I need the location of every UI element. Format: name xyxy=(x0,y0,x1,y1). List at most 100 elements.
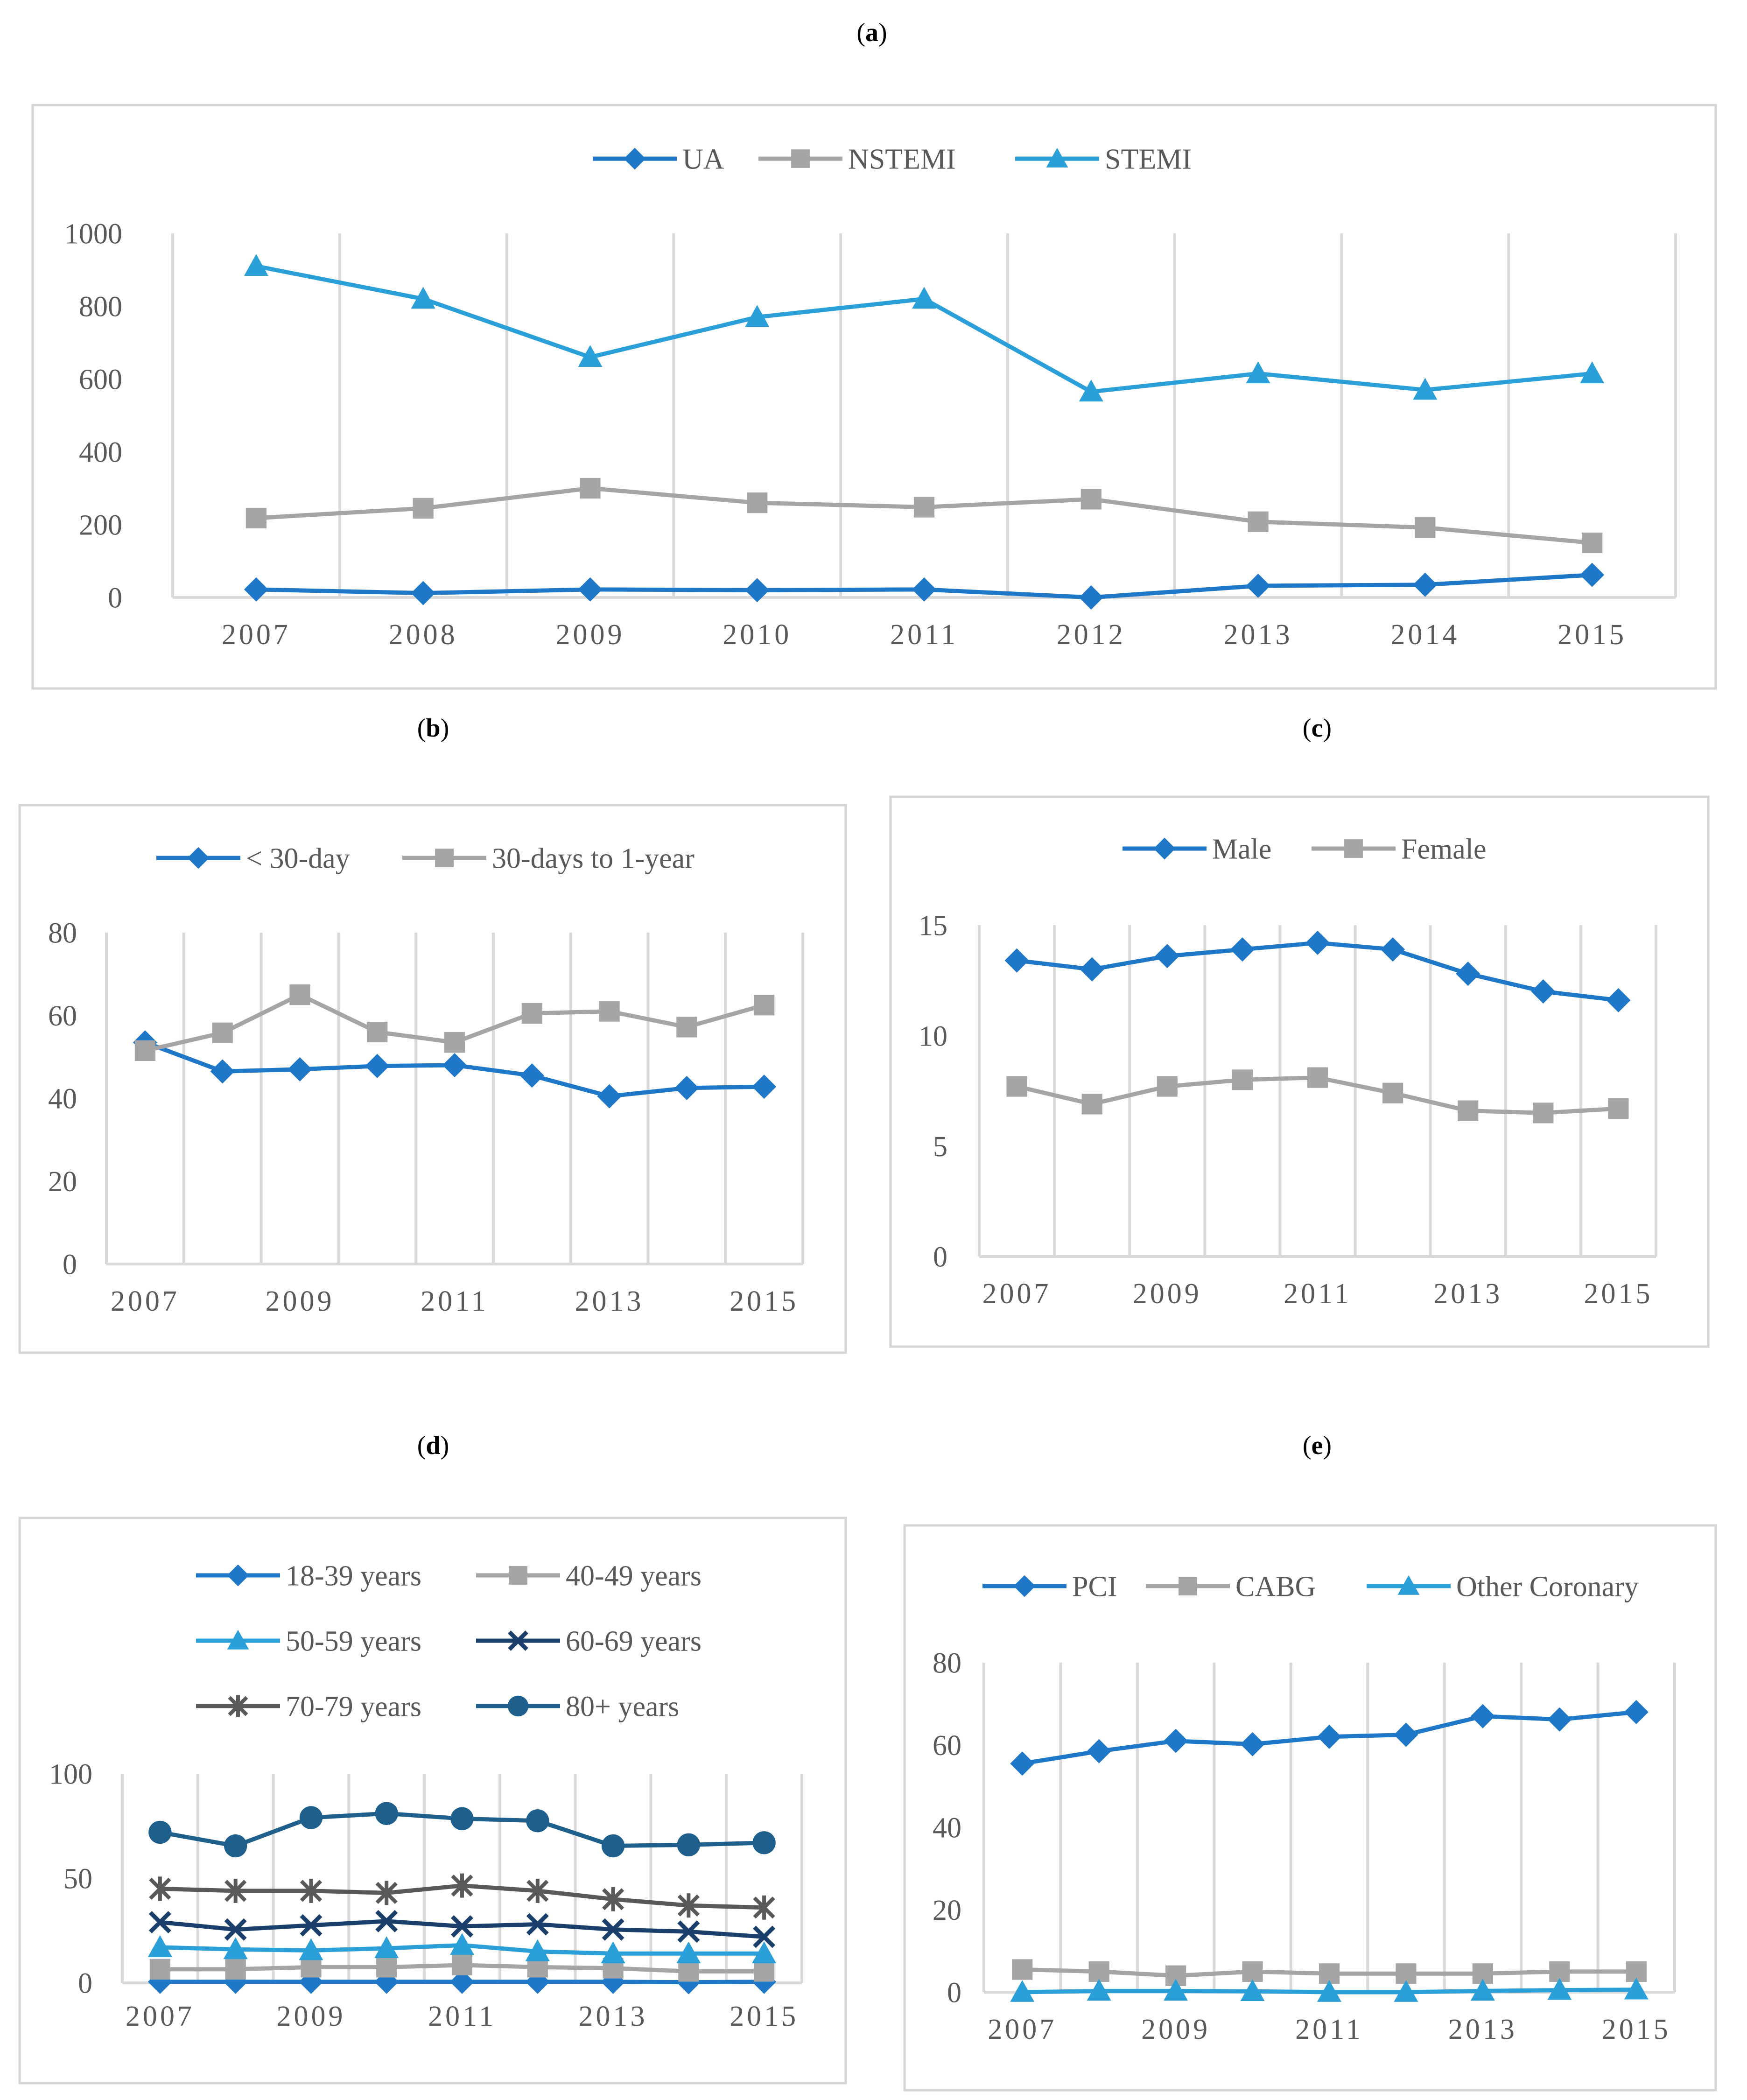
data-point xyxy=(244,254,268,276)
data-point xyxy=(912,287,936,309)
y-tick-label: 1000 xyxy=(64,218,122,250)
y-tick-label: 200 xyxy=(79,510,122,541)
legend-item-stemi: STEMI xyxy=(1015,144,1192,176)
panel-label: (b) xyxy=(417,714,449,743)
data-point xyxy=(365,1054,390,1078)
data-point xyxy=(413,498,434,519)
legend-label: STEMI xyxy=(1105,144,1192,176)
data-point xyxy=(1164,1979,1188,2001)
legend-label: NSTEMI xyxy=(848,144,956,176)
legend-label: 40-49 years xyxy=(566,1560,702,1592)
legend-label: 70-79 years xyxy=(286,1691,421,1723)
legend-item-ua: UA xyxy=(593,144,724,176)
data-point xyxy=(442,1053,467,1077)
data-point xyxy=(1079,379,1103,402)
y-tick-label: 600 xyxy=(79,364,122,396)
data-point xyxy=(1010,1980,1035,2002)
y-tick-label: 60 xyxy=(933,1730,961,1762)
data-point xyxy=(375,1881,398,1905)
chart-frame xyxy=(18,804,847,1354)
legend-label: 50-59 years xyxy=(286,1626,421,1658)
data-point xyxy=(1580,361,1605,384)
data-point xyxy=(1240,1732,1265,1756)
legend: < 30-day 30-days to 1-year xyxy=(156,843,695,875)
data-point xyxy=(745,578,770,603)
data-point xyxy=(1307,1067,1328,1088)
legend: 18-39 years 40-49 years 50-59 years 60-69 y… xyxy=(196,1560,702,1723)
data-point xyxy=(602,1887,624,1911)
x-tick-label: 2007 xyxy=(222,619,291,651)
data-point xyxy=(1240,1979,1265,2002)
series-ua xyxy=(244,562,1605,610)
data-point xyxy=(1317,1724,1341,1749)
series-stemi xyxy=(244,254,1605,402)
legend-marker xyxy=(1153,837,1176,860)
data-point xyxy=(753,1895,775,1920)
x-tick-label: 2011 xyxy=(1295,2014,1363,2045)
data-point xyxy=(444,1032,465,1053)
y-tick-label: 0 xyxy=(108,583,122,614)
data-point xyxy=(1079,585,1103,610)
series-60-69-years xyxy=(148,1910,776,1948)
chart-panel-c: (c) 0 5 10 15 2007 2009 2011 2013 2015 Male Female xyxy=(889,714,1710,1348)
chart-frame xyxy=(18,1517,847,2085)
series-80-years xyxy=(148,1802,776,1858)
data-point xyxy=(601,1834,625,1858)
data-point xyxy=(1470,1979,1495,2001)
series-female xyxy=(1006,1067,1629,1124)
data-point xyxy=(450,1969,474,1994)
data-point xyxy=(519,1063,544,1088)
series-50-59-years xyxy=(147,1933,777,1964)
data-point xyxy=(375,1802,398,1825)
y-tick-label: 0 xyxy=(947,1977,961,2009)
data-point xyxy=(1624,1700,1649,1724)
data-point xyxy=(244,577,268,602)
legend-item-18-39-years: 18-39 years xyxy=(196,1560,421,1592)
data-point xyxy=(299,1806,323,1829)
data-point xyxy=(450,1807,474,1831)
y-tick-label: 0 xyxy=(933,1242,947,1273)
legend-item-30-days-to-1-year: 30-days to 1-year xyxy=(402,843,695,875)
data-point xyxy=(451,1873,473,1898)
data-point xyxy=(526,1809,549,1833)
legend-item-40-49-years: 40-49 years xyxy=(476,1560,702,1592)
data-point xyxy=(1533,1103,1554,1124)
legend-label: UA xyxy=(682,144,724,176)
data-point xyxy=(450,1933,474,1955)
legend-item-70-79-years: 70-79 years xyxy=(196,1691,421,1723)
data-point xyxy=(1317,1980,1341,2002)
data-point xyxy=(1080,957,1104,982)
x-tick-label: 2013 xyxy=(1224,619,1293,651)
data-point xyxy=(677,1920,700,1943)
legend-marker xyxy=(1179,1577,1197,1595)
data-point xyxy=(1381,937,1405,962)
data-point xyxy=(225,1878,247,1903)
legend: Male Female xyxy=(1123,834,1487,865)
data-point xyxy=(1155,944,1179,969)
x-tick-label: 2013 xyxy=(1433,1278,1502,1310)
data-point xyxy=(676,1941,701,1964)
x-tick-label: 2013 xyxy=(1448,2014,1517,2045)
data-point xyxy=(451,1954,473,1976)
data-point xyxy=(210,1059,235,1084)
data-point xyxy=(747,492,768,513)
series-70-79-years xyxy=(149,1873,775,1920)
data-point xyxy=(1458,1100,1479,1121)
x-tick-label: 2011 xyxy=(1284,1278,1352,1310)
data-point xyxy=(148,1820,172,1844)
data-point xyxy=(678,1961,699,1982)
data-point xyxy=(602,1918,624,1941)
data-point xyxy=(224,1918,247,1941)
data-point xyxy=(1394,1722,1418,1747)
y-tick-label: 80 xyxy=(48,918,77,949)
data-point xyxy=(753,1925,776,1948)
data-point xyxy=(149,1959,170,1980)
x-tick-label: 2007 xyxy=(982,1278,1052,1310)
data-point xyxy=(580,478,601,499)
panel-label: (d) xyxy=(417,1431,449,1460)
legend-marker xyxy=(228,1695,248,1717)
legend-label: PCI xyxy=(1072,1571,1117,1603)
data-point xyxy=(1246,574,1270,598)
data-point xyxy=(754,995,775,1016)
